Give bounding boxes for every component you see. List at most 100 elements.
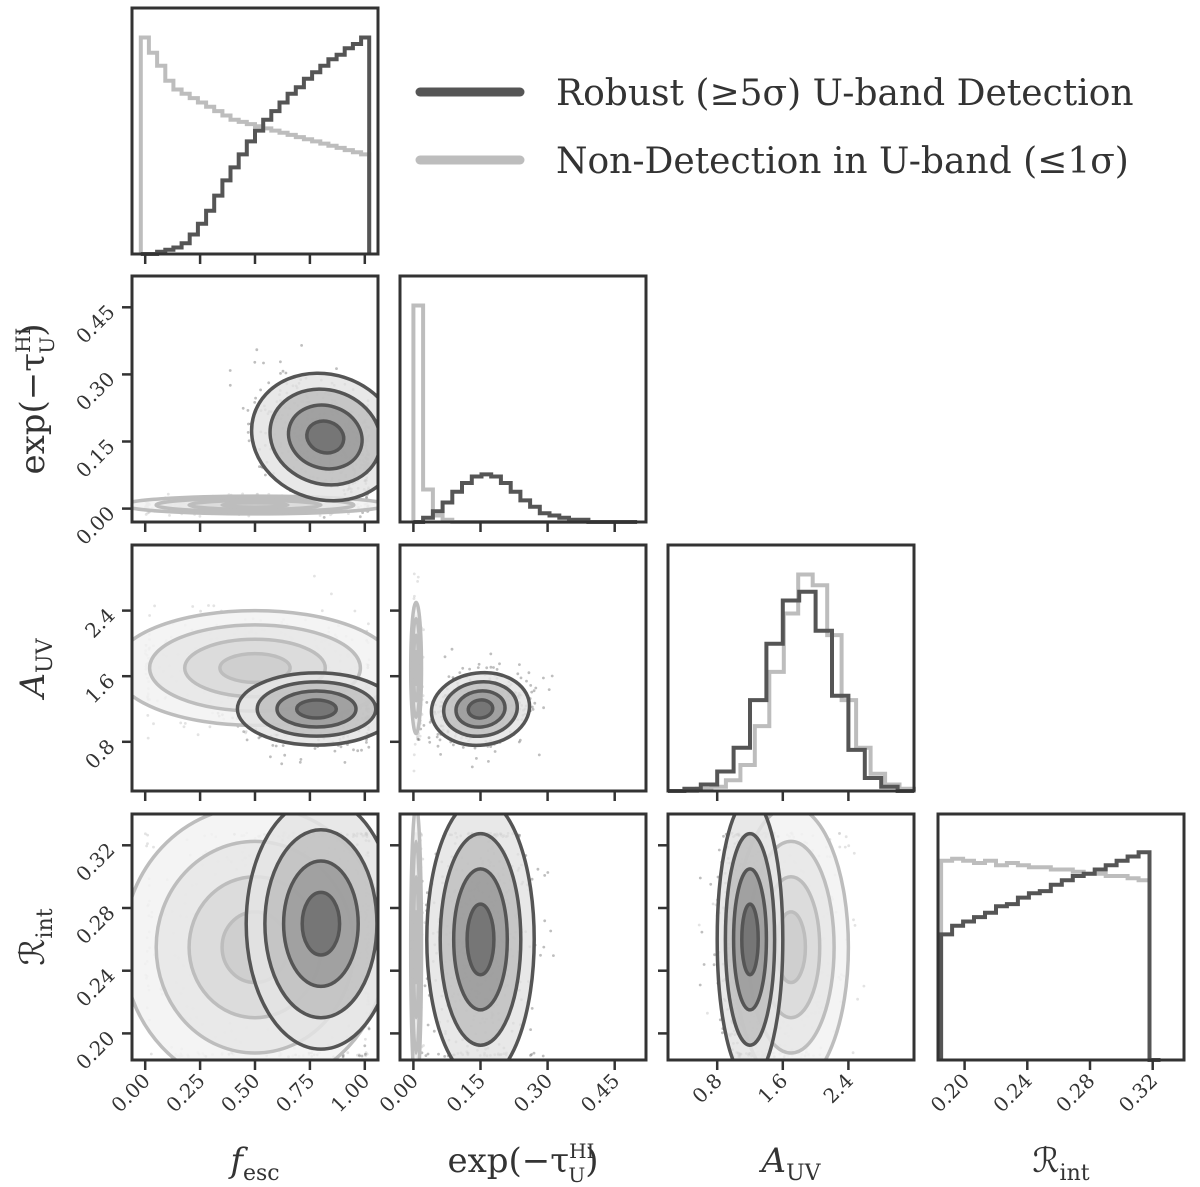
contour-nondet-3 bbox=[220, 501, 290, 509]
scatter-point-robust bbox=[435, 735, 439, 739]
scatter-point-robust bbox=[542, 706, 545, 710]
scatter-point-nondet bbox=[412, 769, 416, 773]
scatter-point-robust bbox=[468, 667, 471, 671]
scatter-point-nondet bbox=[862, 984, 866, 988]
scatter-point-robust bbox=[343, 761, 347, 764]
panel-content-2-1 bbox=[408, 572, 554, 773]
scatter-point-nondet bbox=[412, 597, 416, 600]
scatter-point-robust bbox=[485, 666, 489, 670]
scatter-point-robust bbox=[271, 744, 275, 747]
scatter-point-robust bbox=[529, 1054, 532, 1057]
scatter-point-nondet bbox=[851, 1051, 855, 1055]
scatter-point-robust bbox=[432, 1029, 436, 1033]
hist-robust-auv bbox=[668, 589, 914, 793]
scatter-point-robust bbox=[549, 929, 553, 933]
scatter-point-robust bbox=[539, 953, 542, 957]
scatter-point-robust bbox=[438, 738, 442, 742]
scatter-point-robust bbox=[247, 422, 250, 426]
scatter-point-robust bbox=[516, 672, 520, 676]
scatter-point-robust bbox=[487, 760, 490, 763]
scatter-point-robust bbox=[356, 749, 360, 753]
scatter-point-robust bbox=[534, 686, 538, 690]
scatter-point-robust bbox=[247, 439, 251, 443]
scatter-point-robust bbox=[543, 874, 547, 877]
scatter-point-nondet bbox=[145, 844, 149, 848]
scatter-point-nondet bbox=[146, 511, 150, 515]
scatter-point-robust bbox=[530, 690, 534, 694]
scatter-point-robust bbox=[536, 867, 540, 871]
panel-auv-rint bbox=[666, 812, 916, 1062]
scatter-point-nondet bbox=[149, 1052, 153, 1056]
scatter-point-robust bbox=[475, 757, 478, 760]
scatter-point-nondet bbox=[179, 721, 183, 725]
scatter-point-robust bbox=[443, 655, 447, 659]
scatter-point-nondet bbox=[838, 832, 841, 835]
scatter-point-robust bbox=[358, 1054, 361, 1058]
scatter-point-robust bbox=[322, 516, 326, 519]
scatter-point-nondet bbox=[144, 832, 147, 836]
hist-robust-fesc bbox=[140, 35, 372, 256]
scatter-point-robust bbox=[419, 727, 423, 731]
scatter-point-robust bbox=[426, 1023, 430, 1027]
contour-robust-3 bbox=[294, 698, 339, 720]
scatter-point-nondet bbox=[207, 604, 210, 607]
scatter-point-robust bbox=[428, 740, 432, 744]
scatter-point-nondet bbox=[146, 833, 150, 837]
panel-content-3-1 bbox=[408, 814, 555, 1060]
scatter-point-robust bbox=[254, 396, 257, 400]
panel-fesc-rint bbox=[130, 812, 380, 1062]
contour-nondet-3 bbox=[413, 649, 420, 687]
panel-fesc-exptau bbox=[130, 274, 380, 524]
scatter-point-robust bbox=[489, 745, 493, 748]
panel-exptau-rint bbox=[398, 812, 648, 1062]
contour-nondet-3 bbox=[413, 910, 420, 985]
scatter-point-nondet bbox=[711, 902, 715, 906]
scatter-point-robust bbox=[450, 647, 454, 651]
scatter-point-robust bbox=[367, 1027, 371, 1031]
scatter-point-robust bbox=[281, 744, 285, 747]
hist-nondet-rint bbox=[939, 856, 1161, 1062]
scatter-point-robust bbox=[280, 762, 284, 766]
scatter-point-robust bbox=[530, 877, 534, 881]
scatter-point-nondet bbox=[365, 495, 368, 499]
scatter-point-nondet bbox=[364, 1037, 367, 1041]
scatter-point-nondet bbox=[199, 609, 203, 613]
scatter-point-robust bbox=[365, 741, 368, 744]
panels-group: 0.00 0.25 0.50 0.75 1.00 0.00 0.15 0.30 0.45 0.8 1… bbox=[11, 6, 1186, 1187]
scatter-point-robust bbox=[339, 745, 343, 749]
scatter-point-robust bbox=[547, 688, 551, 691]
scatter-point-nondet bbox=[856, 997, 859, 1001]
scatter-point-robust bbox=[360, 748, 363, 752]
scatter-point-nondet bbox=[152, 722, 155, 726]
scatter-point-robust bbox=[492, 666, 495, 669]
scatter-point-robust bbox=[284, 371, 288, 375]
scatter-point-robust bbox=[550, 674, 554, 678]
hist-nondet-auv bbox=[668, 572, 916, 793]
scatter-point-robust bbox=[552, 954, 555, 957]
scatter-point-nondet bbox=[367, 622, 370, 626]
scatter-point-robust bbox=[363, 1044, 367, 1048]
scatter-point-robust bbox=[335, 367, 338, 370]
scatter-point-robust bbox=[365, 496, 368, 499]
scatter-point-nondet bbox=[844, 835, 848, 839]
scatter-point-robust bbox=[518, 663, 521, 666]
scatter-point-nondet bbox=[847, 844, 851, 848]
scatter-point-robust bbox=[428, 720, 432, 724]
scatter-point-robust bbox=[493, 750, 497, 753]
scatter-point-robust bbox=[367, 745, 371, 749]
scatter-point-robust bbox=[425, 701, 429, 704]
scatter-point-robust bbox=[253, 401, 257, 404]
scatter-point-robust bbox=[228, 383, 232, 387]
scatter-point-robust bbox=[476, 666, 480, 669]
scatter-point-nondet bbox=[148, 614, 152, 617]
panel-frame-2-1 bbox=[398, 543, 648, 793]
scatter-point-robust bbox=[279, 360, 282, 364]
scatter-point-nondet bbox=[313, 574, 316, 578]
scatter-point-robust bbox=[489, 665, 493, 669]
scatter-point-nondet bbox=[168, 514, 171, 517]
panel-content-2-0 bbox=[132, 574, 378, 766]
scatter-point-robust bbox=[363, 1052, 367, 1056]
scatter-point-robust bbox=[532, 689, 536, 693]
scatter-point-robust bbox=[546, 871, 550, 874]
scatter-point-robust bbox=[358, 515, 362, 519]
